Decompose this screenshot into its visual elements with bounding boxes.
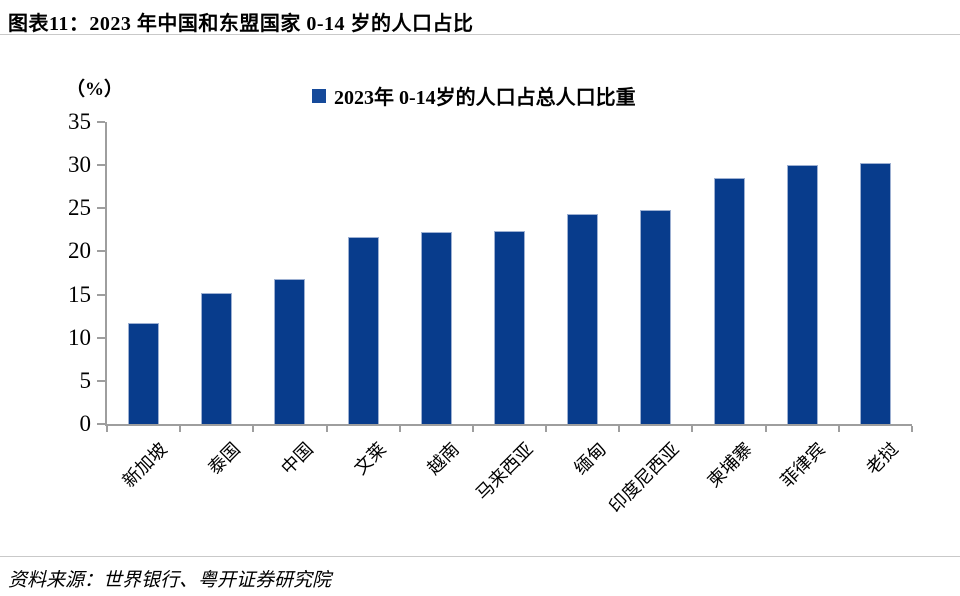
source-divider	[0, 556, 960, 557]
figure-title: 图表11：2023 年中国和东盟国家 0-14 岁的人口占比	[8, 13, 474, 35]
legend-swatch	[312, 88, 326, 103]
y-axis-tick	[97, 423, 105, 425]
y-axis-tick-label: 0	[79, 411, 92, 436]
bar-7	[567, 214, 599, 424]
y-axis-tick	[97, 336, 105, 339]
bar-11	[859, 163, 891, 424]
y-axis-tick-label: 20	[68, 238, 91, 264]
plot-area: 0 5 10 15 20 25 30 35 新加坡 泰国 中国 文莱 越南 马来西亚 缅甸 印度尼西亚 柬埔寨菲…	[68, 109, 913, 517]
x-axis-label: 越南	[423, 438, 464, 479]
x-axis-label: 新加坡	[118, 438, 171, 492]
y-axis-tick-label: 10	[68, 324, 91, 350]
bar-10	[786, 165, 818, 424]
y-axis-tick-label: 25	[68, 195, 91, 221]
legend-label: 2023年 0-14岁的人口占总人口比重	[334, 87, 636, 109]
y-axis-tick-label: 5	[79, 367, 92, 393]
y-axis-tick	[97, 293, 105, 296]
x-axis-tick	[764, 426, 767, 432]
y-axis-tick	[97, 121, 105, 123]
y-axis-unit-label: （%）	[66, 79, 124, 100]
x-axis-label: 文莱	[350, 438, 391, 479]
x-axis-tick	[545, 426, 548, 432]
y-axis-tick-label: 35	[68, 109, 91, 134]
title-divider	[0, 34, 960, 35]
x-axis-tick	[691, 426, 694, 432]
x-axis-tick	[179, 426, 182, 432]
source-note: 资料来源：世界银行、粤开证券研究院	[8, 570, 332, 591]
x-axis-label: 菲律宾	[776, 438, 830, 492]
y-axis-tick	[97, 250, 105, 253]
x-axis-label: 马来西亚	[471, 438, 537, 504]
x-axis-tick	[252, 426, 255, 432]
bar-3	[274, 279, 306, 424]
x-axis-label: 中国	[277, 438, 317, 479]
x-axis-tick	[911, 426, 913, 432]
bar-6	[494, 230, 525, 424]
x-axis-tick	[325, 426, 328, 432]
y-axis-tick-label: 30	[68, 152, 91, 178]
x-axis-tick	[106, 426, 108, 432]
y-axis-tick	[97, 207, 105, 210]
x-axis-tick	[618, 426, 621, 432]
x-axis-label: 泰国	[204, 438, 244, 479]
x-axis-label: 老挝	[862, 438, 903, 479]
y-axis-tick-label: 15	[68, 281, 91, 307]
x-axis-label: 缅甸	[570, 438, 610, 479]
bar-4	[347, 236, 379, 424]
chart-legend: 2023年 0-14岁的人口占总人口比重	[312, 81, 636, 110]
bar-1	[128, 323, 160, 424]
bar-5	[420, 232, 452, 424]
x-axis-tick	[837, 426, 840, 432]
bar-8	[640, 210, 672, 424]
y-axis-tick	[97, 164, 105, 167]
bar-2	[201, 292, 233, 424]
y-axis-tick	[97, 379, 105, 382]
bar-9	[713, 178, 745, 424]
x-axis-label: 印度尼西亚	[605, 438, 683, 517]
x-axis-tick	[471, 426, 474, 432]
x-axis-tick	[398, 426, 401, 432]
x-axis-label: 柬埔寨	[703, 438, 757, 492]
